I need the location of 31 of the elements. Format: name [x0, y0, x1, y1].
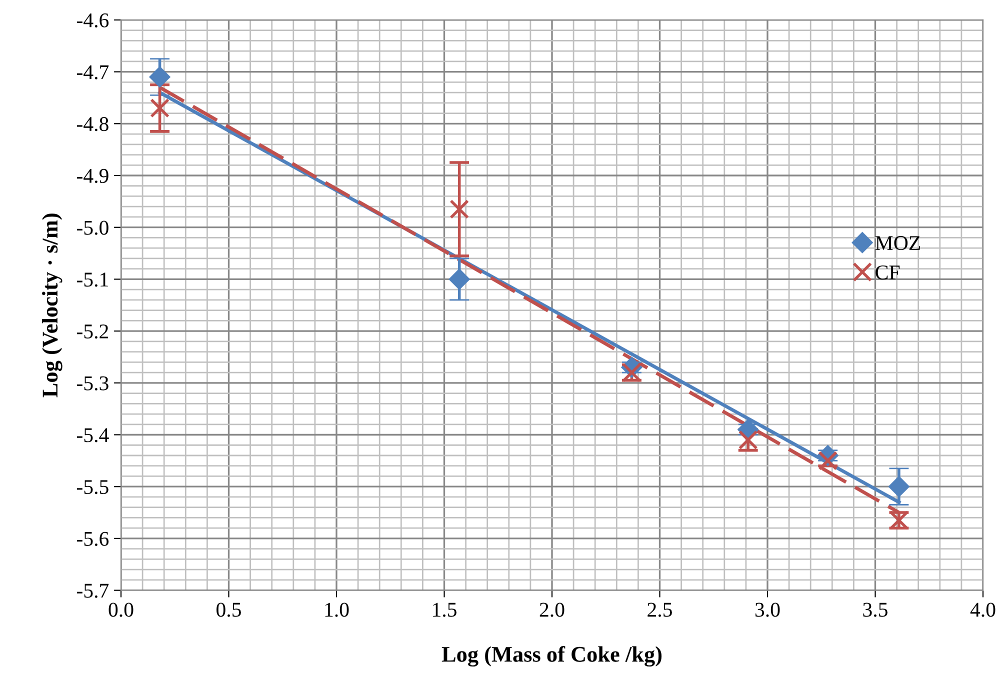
legend-label: CF [876, 265, 900, 280]
x-tick-label: 1.0 [325, 602, 349, 617]
point [818, 450, 838, 470]
y-tick-label: -5.7 [76, 584, 109, 598]
x-tick-label: 0.0 [108, 602, 134, 617]
point [888, 476, 910, 498]
point [448, 268, 470, 290]
y-tick-label: -5.2 [76, 324, 108, 339]
x-tick-label: 3.5 [863, 602, 888, 617]
x-axis-title: Log (Mass of Coke /kg) [442, 646, 662, 667]
point [150, 98, 170, 118]
x-tick-label: 2.5 [648, 602, 672, 617]
x-tick-label: 0.5 [216, 602, 241, 617]
y-tick-label: -5.1 [76, 272, 108, 287]
y-tick-label: -5.4 [76, 428, 109, 442]
point [450, 199, 470, 219]
x-tick-label: 2.0 [540, 602, 564, 617]
legend-label: MOZ [875, 236, 920, 250]
y-tick-label: -5.5 [76, 480, 108, 494]
y-tick-label: -5.3 [76, 376, 108, 390]
y-tick-label: -5.0 [76, 220, 108, 235]
y-axis-title: Log (Velocity · s/m) [42, 214, 62, 398]
y-tick-label: -4.6 [76, 13, 109, 28]
point [149, 66, 170, 88]
x-tick-label: 3.0 [755, 602, 780, 617]
y-tick-label: -5.6 [76, 532, 109, 546]
x-tick-label: 4.0 [970, 602, 996, 617]
y-tick-label: -4.8 [76, 117, 108, 132]
x-tick-label: 1.5 [433, 602, 456, 617]
y-tick-label: -4.9 [76, 168, 108, 184]
y-tick-label: -4.7 [76, 65, 109, 80]
